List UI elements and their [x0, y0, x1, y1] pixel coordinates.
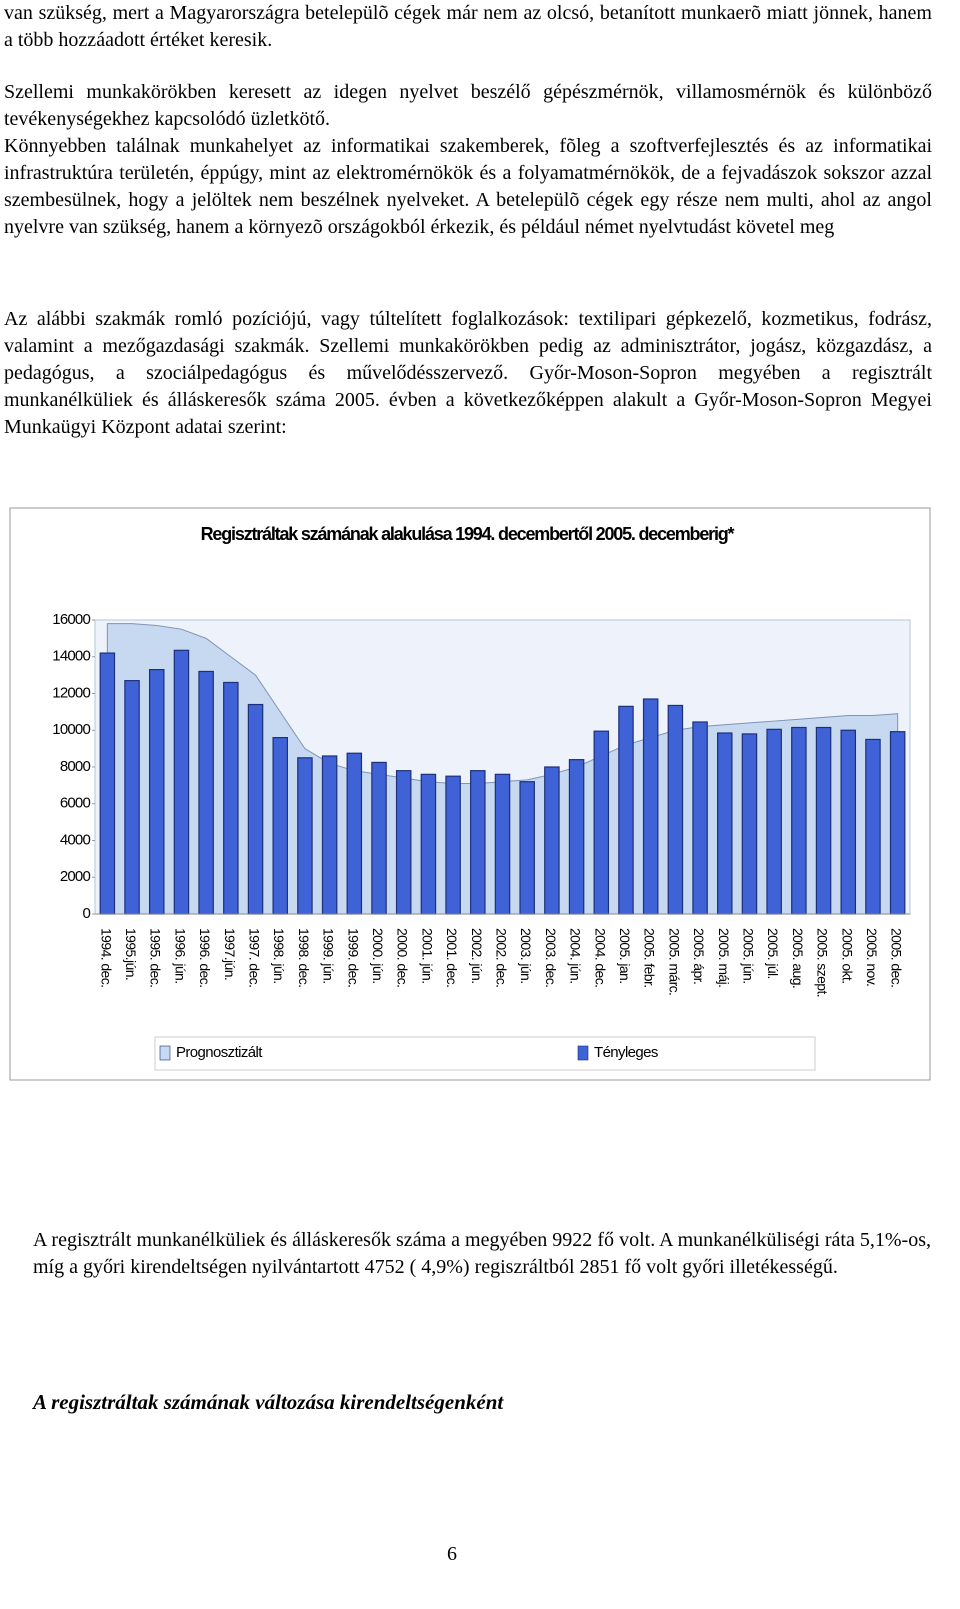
y-tick-label: 0 — [82, 905, 90, 922]
y-tick-label: 2000 — [60, 868, 91, 885]
x-tick-label: 2005. jún. — [740, 928, 756, 984]
bar — [519, 781, 535, 915]
paragraph: Könnyebben találnak munkahelyet az infor… — [4, 135, 932, 238]
bar — [247, 703, 264, 915]
legend-marker — [577, 1045, 589, 1061]
x-tick-label: 1998. jún. — [271, 928, 287, 984]
y-tick-label: 4000 — [60, 831, 91, 848]
bar — [470, 770, 486, 915]
legend-label: Tényleges — [594, 1044, 658, 1061]
bar — [395, 770, 412, 915]
y-tick-label: 8000 — [60, 758, 91, 775]
bar — [815, 726, 832, 915]
x-tick-label: 2002. dec. — [494, 928, 510, 987]
x-tick-label: 2000. jún. — [370, 928, 386, 984]
bar — [346, 752, 363, 915]
x-tick-label: 2005. júl. — [765, 928, 781, 979]
bar — [741, 733, 758, 915]
chart: Regisztráltak számának alakulása 1994. d… — [9, 507, 931, 1081]
x-tick-label: 2005. máj. — [716, 928, 732, 987]
x-tick-label: 1999. dec. — [345, 928, 361, 987]
bar — [618, 705, 634, 915]
bar — [371, 761, 387, 915]
bar — [272, 737, 288, 915]
bar — [124, 680, 140, 915]
y-tick-label: 12000 — [52, 684, 90, 701]
x-tick-label: 2003. jún. — [518, 928, 534, 984]
section-heading: A regisztráltak számának változása kiren… — [33, 1390, 504, 1414]
bar — [173, 649, 190, 915]
legend — [154, 1036, 816, 1071]
bar — [766, 728, 782, 915]
bar — [223, 681, 239, 915]
paragraph: van szükség, mert a Magyarországra betel… — [4, 2, 932, 51]
bar — [99, 652, 116, 915]
x-tick-label: 2005. szept. — [815, 928, 831, 997]
x-tick-label: 2001. dec. — [444, 928, 460, 987]
x-tick-label: 2005. márc. — [666, 928, 682, 995]
x-tick-label: 1995.jún. — [123, 928, 139, 980]
bar — [840, 729, 857, 915]
bar — [321, 755, 338, 915]
bar — [667, 704, 684, 915]
bar — [791, 726, 807, 915]
bar — [198, 670, 214, 915]
bar — [297, 757, 313, 915]
paragraph: A regisztrált munkanélküliek és állásker… — [33, 1229, 931, 1278]
legend-label: Prognosztizált — [176, 1044, 263, 1061]
paragraph: Szellemi munkakörökben keresett az idege… — [4, 81, 932, 130]
x-tick-label: 1996. jún. — [172, 928, 188, 984]
x-tick-label: 1997.jún. — [222, 928, 238, 980]
x-tick-label: 2005. nov. — [864, 928, 880, 986]
bar — [593, 730, 610, 915]
legend-marker — [159, 1045, 171, 1061]
x-tick-label: 1995. dec. — [148, 928, 164, 987]
x-tick-label: 2005. febr. — [642, 928, 658, 988]
bar — [717, 732, 733, 915]
x-tick-label: 1996. dec. — [197, 928, 213, 987]
x-tick-label: 2001. jún. — [419, 928, 435, 984]
x-tick-label: 2005. jan. — [617, 928, 633, 984]
page-number: 6 — [447, 1543, 457, 1565]
paragraph: Az alábbi szakmák romló pozíciójú, vagy … — [4, 308, 932, 438]
x-tick-label: 1997. dec. — [247, 928, 263, 987]
bar — [544, 766, 560, 915]
y-tick-label: 6000 — [60, 795, 91, 812]
bar — [692, 721, 708, 915]
y-tick-label: 10000 — [52, 721, 90, 738]
x-tick-label: 2002. jún. — [469, 928, 485, 984]
x-tick-label: 1998. dec. — [296, 928, 312, 987]
x-tick-label: 2004. jún. — [568, 928, 584, 984]
y-tick-label: 14000 — [52, 648, 90, 665]
x-tick-label: 2005. ápr. — [691, 928, 707, 984]
x-tick-label: 2005. aug. — [790, 928, 806, 988]
x-tick-label: 2005. okt. — [839, 928, 855, 984]
bar — [889, 731, 906, 915]
x-tick-label: 2004. dec. — [592, 928, 608, 987]
chart-title: Regisztráltak számának alakulása 1994. d… — [201, 524, 735, 544]
x-tick-label: 2003. dec. — [543, 928, 559, 987]
x-tick-label: 1994. dec. — [98, 928, 114, 987]
bar — [642, 698, 659, 915]
bar — [420, 773, 437, 915]
bar — [445, 775, 461, 915]
x-tick-label: 1999. jún. — [321, 928, 337, 984]
y-tick-label: 16000 — [52, 611, 90, 628]
bar — [865, 738, 881, 915]
bar — [568, 759, 585, 915]
x-tick-label: 2000. dec. — [395, 928, 411, 987]
bar — [494, 773, 511, 915]
bar — [148, 669, 165, 915]
x-tick-label: 2005. dec. — [889, 928, 905, 987]
